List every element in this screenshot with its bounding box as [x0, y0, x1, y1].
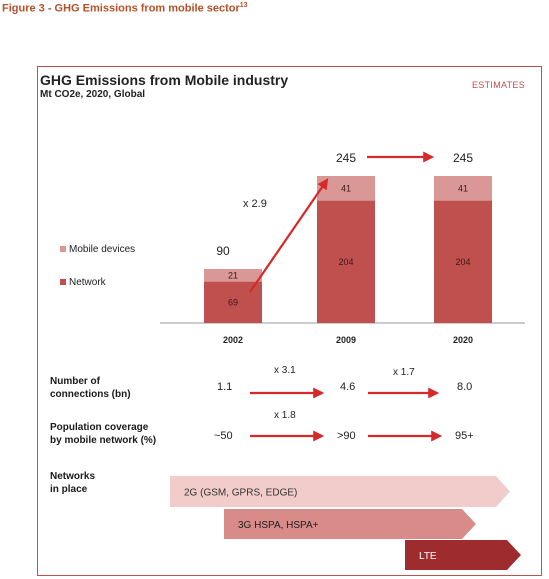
connections-value-2020: 8.0: [457, 381, 473, 393]
data-label-mobile-devices-2020: 41: [458, 183, 468, 193]
estimates-tag: ESTIMATES: [472, 80, 526, 90]
band-3g-arrow: [224, 509, 476, 539]
band-3g-label: 3G HSPA, HSPA+: [238, 520, 319, 531]
total-label-2009: 245: [336, 151, 356, 165]
chart-growth-label: x 2.9: [243, 198, 267, 210]
chart-title: GHG Emissions from Mobile industry: [40, 72, 289, 88]
data-label-network-2009: 204: [338, 257, 353, 267]
band-2g-label: 2G (GSM, GPRS, EDGE): [184, 488, 297, 499]
coverage-value-2020: 95+: [455, 430, 474, 442]
connections-value-2002: 1.1: [217, 381, 233, 393]
total-label-2002: 90: [216, 244, 230, 258]
coverage-value-2002: ~50: [214, 430, 233, 442]
x-tick-2020: 2020: [453, 335, 473, 345]
bar-mobile-devices-2020: [434, 176, 492, 201]
legend-swatch-network: [60, 279, 66, 285]
x-tick-2002: 2002: [223, 335, 243, 345]
legend-network: Network: [60, 277, 106, 288]
band-lte-arrow: [405, 540, 521, 570]
chart-panel: [37, 66, 542, 576]
bar-network-2009: [317, 200, 375, 323]
data-label-mobile-devices-2009: 41: [341, 183, 351, 193]
coverage-value-2009: >90: [337, 430, 356, 442]
band-lte-label: LTE: [419, 551, 437, 562]
growth-arrow-2002-2009: [249, 178, 329, 293]
bar-mobile-devices-2002: [204, 269, 262, 282]
connections-multiplier-2: x 1.7: [393, 367, 415, 378]
total-label-2020: 245: [453, 151, 473, 165]
connections-multiplier-1: x 3.1: [274, 365, 296, 376]
data-label-network-2020: 204: [455, 257, 470, 267]
band-2g-arrow: [170, 476, 510, 507]
connections-value-2009: 4.6: [340, 381, 356, 393]
x-tick-2009: 2009: [336, 335, 356, 345]
data-label-network-2002: 69: [228, 297, 238, 307]
legend-mobile-devices: Mobile devices: [60, 244, 135, 255]
connections-label: Number of connections (bn): [50, 376, 131, 400]
coverage-label: Population coverage by mobile network (%): [50, 422, 157, 446]
coverage-multiplier: x 1.8: [274, 410, 296, 421]
chart-subtitle: Mt CO2e, 2020, Global: [40, 89, 146, 100]
networks-label: Networks in place: [50, 471, 96, 495]
legend-swatch-mobile-devices: [60, 246, 66, 252]
data-label-mobile-devices-2002: 21: [228, 270, 238, 280]
figure-caption: Figure 3 - GHG Emissions from mobile sec…: [2, 2, 248, 15]
bar-network-2020: [434, 200, 492, 323]
